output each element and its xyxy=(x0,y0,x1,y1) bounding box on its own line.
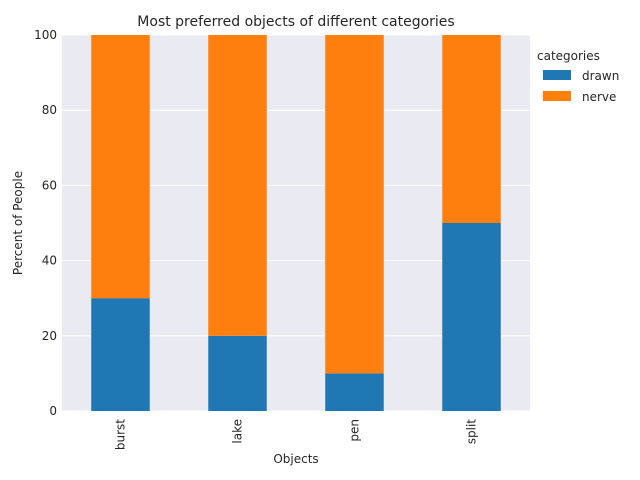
legend-label-nerve: nerve xyxy=(582,90,616,104)
y-axis: 0 20 40 60 80 100 xyxy=(34,28,57,418)
bar-nerve-pen xyxy=(325,35,384,374)
y-tick-label: 0 xyxy=(49,404,57,418)
bar-drawn-pen xyxy=(325,373,384,411)
y-tick-label: 60 xyxy=(42,178,57,192)
x-tick-label: split xyxy=(465,419,479,445)
x-tick-label: pen xyxy=(348,419,362,442)
legend-swatch-drawn xyxy=(543,70,571,80)
bar-drawn-lake xyxy=(208,335,267,411)
bars xyxy=(91,35,501,411)
y-tick-label: 40 xyxy=(42,254,57,268)
x-tick-label: lake xyxy=(231,419,245,444)
legend-label-drawn: drawn xyxy=(582,69,619,83)
y-tick-label: 20 xyxy=(42,329,57,343)
bar-nerve-lake xyxy=(208,35,267,336)
legend: categories drawn nerve xyxy=(537,49,619,104)
bar-drawn-split xyxy=(442,223,501,411)
y-axis-title: Percent of People xyxy=(11,171,25,275)
legend-title: categories xyxy=(537,49,600,63)
bar-nerve-split xyxy=(442,35,501,223)
bar-nerve-burst xyxy=(91,35,150,299)
x-axis-title: Objects xyxy=(273,452,318,466)
y-tick-label: 100 xyxy=(34,28,57,42)
x-tick-label: burst xyxy=(114,419,128,450)
legend-swatch-nerve xyxy=(543,91,571,101)
bar-drawn-burst xyxy=(91,298,150,411)
chart-title: Most preferred objects of different cate… xyxy=(137,14,454,30)
y-tick-label: 80 xyxy=(42,103,57,117)
x-axis: burst lake pen split xyxy=(114,419,479,450)
